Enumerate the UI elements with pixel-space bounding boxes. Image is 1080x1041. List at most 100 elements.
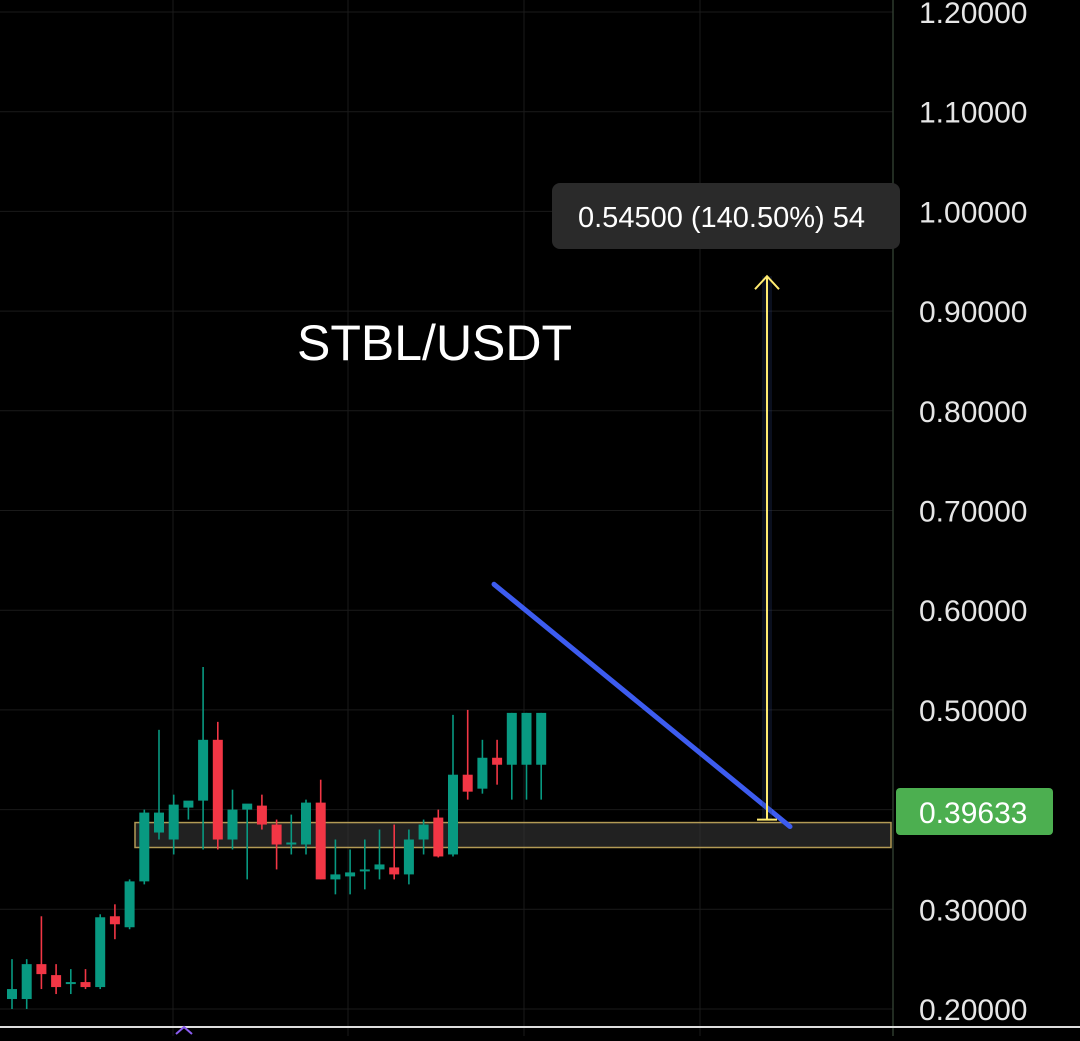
candle [418,819,429,855]
candle-body [462,774,473,792]
candle [80,969,91,990]
candle [168,794,179,855]
candle [109,904,120,940]
candle-body [256,805,267,825]
candle-body [95,917,106,988]
candle-body [477,757,488,789]
candle [51,964,62,995]
candle [315,779,326,880]
candle [536,712,547,800]
y-tick-label: 0.90000 [919,296,1027,329]
candle [7,959,17,1009]
candle [227,789,238,850]
candle [95,914,106,990]
candle-body [359,869,370,872]
support-zone [134,821,892,849]
candle-body [183,800,194,808]
candle-body [345,872,356,877]
candles [7,667,547,1009]
measure-arrow-head [754,274,780,290]
candle [271,819,282,870]
candle-body [227,809,238,840]
candle-body [65,982,76,985]
candle [389,824,400,880]
descending-trendline [491,581,793,830]
candle-body [403,839,414,875]
candle [198,667,209,850]
candle [477,739,488,794]
candle-body [154,812,164,833]
candle [506,712,517,800]
candle [139,809,150,885]
candle [448,714,458,857]
candle-body [315,802,326,880]
candle-body [374,864,385,870]
y-tick-label: 0.50000 [919,695,1027,728]
candle-body [168,804,179,840]
y-tick-label: 0.60000 [919,595,1027,628]
current-price-tag: 0.39633 [896,788,1053,835]
candle-body [124,881,135,928]
candle-body [418,824,429,840]
candle-body [506,712,517,765]
candle [124,879,135,930]
candle [212,721,223,850]
measure-tooltip-text: 0.54500 (140.50%) 54 [578,202,865,234]
y-tick-label: 1.00000 [919,196,1027,229]
candle-body [492,757,503,765]
y-tick-label: 0.80000 [919,396,1027,429]
bottom-marker [175,1025,193,1035]
candle [286,814,297,855]
candle-body [433,817,444,857]
candle-body [80,982,91,988]
candle-body [271,824,282,845]
candle [183,800,194,820]
measure-tooltip-bg [552,183,900,249]
candle [256,794,267,830]
candle-body [36,964,47,975]
y-tick-label: 1.10000 [919,97,1027,130]
candle [345,849,356,895]
candle-body [7,989,17,1000]
candle [330,839,341,895]
candle-body [301,802,311,845]
candle [492,739,503,785]
y-tick-label: 0.70000 [919,496,1027,529]
candle [521,712,532,800]
support-zone-box [134,821,892,849]
grid [0,0,893,1036]
candle-body [21,964,32,1000]
drawings [491,274,793,830]
candle [301,799,311,855]
candle-body [212,739,223,840]
candle [36,916,47,990]
candle-body [330,874,341,880]
candle-body [389,867,400,875]
candle-body [198,739,209,801]
candle-body [286,842,297,845]
y-tick-label: 0.20000 [919,994,1027,1027]
measure-tooltip: 0.54500 (140.50%) 54 [552,183,900,249]
y-tick-label: 0.30000 [919,894,1027,927]
candle-body [536,712,547,765]
candle [462,709,473,800]
candle-body [242,803,253,810]
candle-body [448,774,458,855]
candle [403,829,414,885]
candle-body [109,916,120,925]
candle [359,839,370,890]
chart-title: STBL/USDT [297,315,572,371]
candle [65,969,76,995]
current-price-badge [896,788,1053,835]
candle [433,809,444,858]
current-price-label: 0.39633 [919,797,1027,830]
candle [21,959,32,1009]
candle-body [521,712,532,765]
candle [242,803,253,880]
candle [374,829,385,880]
candle-body [139,812,150,882]
candle [154,729,164,840]
